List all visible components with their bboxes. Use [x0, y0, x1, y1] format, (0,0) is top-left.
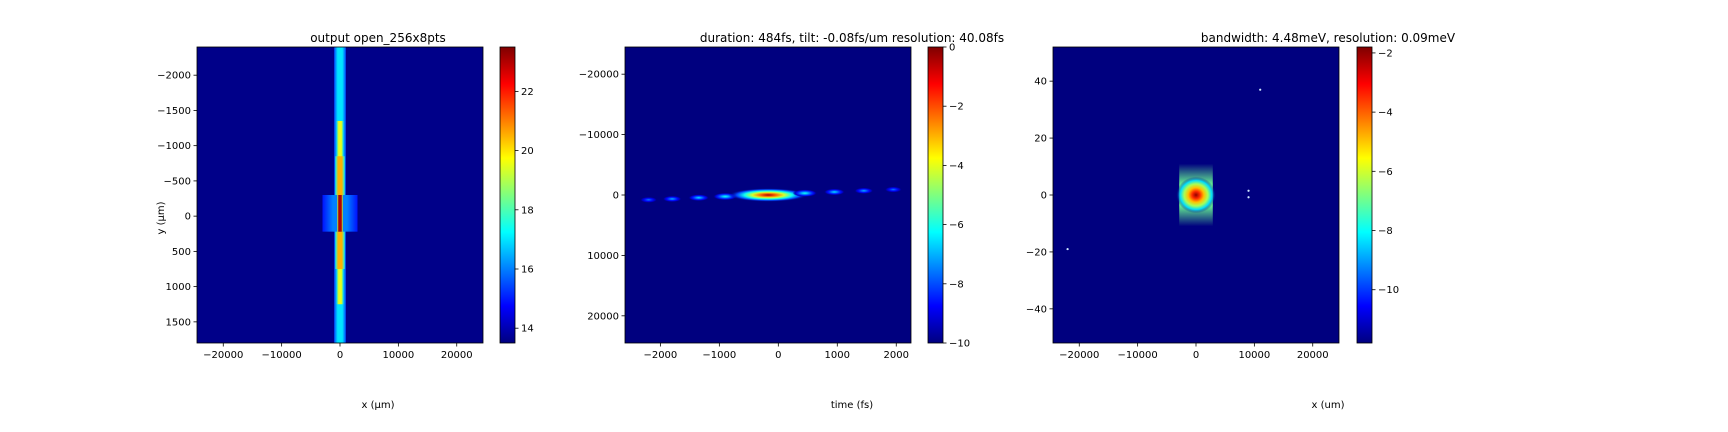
panel-duration-xtick-label: 1000 [825, 350, 850, 361]
panel-output-ytick-label: 1500 [166, 317, 191, 328]
panel-bandwidth-ytick-label: 0 [1041, 191, 1047, 202]
noise-speck [1247, 196, 1250, 199]
panel-duration-xtick-label: −1000 [702, 350, 736, 361]
panel-output-image [197, 47, 483, 343]
panel-duration-ytick-label: 10000 [587, 251, 619, 262]
panel-bandwidth-colorbar-tick-label: −8 [1378, 226, 1393, 237]
panel-bandwidth-colorbar-tick-label: −6 [1378, 167, 1393, 178]
panel-duration-ytick-label: −20000 [579, 70, 619, 81]
panel-bandwidth-image [1053, 47, 1339, 343]
panel-duration-xlabel: time (fs) [831, 400, 873, 411]
pulse-spot [728, 188, 808, 202]
panel-output-colorbar-tick-label: 14 [521, 324, 534, 335]
panel-output-ytick-label: 0 [185, 212, 191, 223]
panel-bandwidth-colorbar-tick-label: −2 [1378, 48, 1393, 59]
panel-duration-xtick-label: 0 [775, 350, 781, 361]
panel-bandwidth-colorbar [1356, 46, 1373, 344]
panel-output-colorbar-tick-label: 20 [521, 146, 534, 157]
panel-duration-image [625, 47, 911, 343]
pulse-spot [854, 187, 874, 194]
panel-bandwidth-title: bandwidth: 4.48meV, resolution: 0.09meV [1201, 31, 1456, 45]
pulse-spot [884, 186, 902, 193]
panel-output-colorbar-tick-label: 18 [521, 205, 534, 216]
panel-duration-colorbar-tick-label: −6 [949, 220, 964, 231]
panel-duration-colorbar-tick-label: −2 [949, 102, 964, 113]
panel-output-ylabel: y (µm) [156, 201, 167, 234]
panel-output-title: output open_256x8pts [310, 31, 446, 45]
panel-duration-title: duration: 484fs, tilt: -0.08fs/um resolu… [700, 31, 1004, 45]
panel-bandwidth-ytick-label: −20 [1026, 247, 1047, 258]
panel-duration-frame [624, 46, 912, 344]
panel-bandwidth-frame [1052, 46, 1340, 344]
panel-bandwidth-xtick-label: 10000 [1238, 350, 1270, 361]
panel-output-ytick-label: −500 [164, 176, 191, 187]
panel-duration-xtick-label: 2000 [884, 350, 909, 361]
panel-bandwidth-xlabel: x (um) [1312, 400, 1345, 411]
panel-bandwidth-xtick-label: −10000 [1118, 350, 1158, 361]
panel-bandwidth-ytick-label: 20 [1034, 134, 1047, 145]
panel-output-xtick-label: 0 [337, 350, 343, 361]
chart-marks: −20000 −10000 0 10000 20000−2000−1500−1000−5… [157, 43, 1399, 362]
panel-output-ytick-label: 1000 [166, 282, 191, 293]
panel-duration-ytick-label: 20000 [587, 311, 619, 322]
panel-duration-colorbar-tick-label: −10 [949, 339, 970, 350]
pulse-spot [640, 196, 658, 203]
heatmap-band [337, 195, 343, 232]
panel-output-frame [196, 46, 484, 344]
noise-speck [1247, 189, 1250, 192]
panel-bandwidth-ytick-label: 40 [1034, 77, 1047, 88]
panel-output-ytick-label: −1000 [157, 141, 191, 152]
panel-output-colorbar-tick-label: 16 [521, 265, 534, 276]
panel-duration-xtick-label: −2000 [643, 350, 677, 361]
panel-output-colorbar-tick-label: 22 [521, 87, 534, 98]
panel-bandwidth-colorbar-tick-label: −4 [1378, 108, 1393, 119]
panel-output-ytick-label: 500 [172, 247, 191, 258]
pulse-spot [792, 189, 818, 197]
panel-output-ytick-label: −1500 [157, 106, 191, 117]
panel-duration-colorbar [927, 46, 944, 344]
panel-duration-colorbar-tick-label: −8 [949, 279, 964, 290]
noise-speck [1259, 88, 1262, 91]
pulse-spot [688, 194, 710, 202]
noise-speck [1066, 247, 1069, 251]
panel-output-xtick-label: −10000 [262, 350, 302, 361]
panel-bandwidth-ytick-label: −40 [1026, 304, 1047, 315]
panel-output-ytick-label: −2000 [157, 71, 191, 82]
panel-output-xtick-label: 20000 [441, 350, 473, 361]
panel-output-xtick-label: 10000 [382, 350, 414, 361]
panel-duration-colorbar-tick-label: 0 [949, 43, 955, 54]
panel-output-xlabel: x (µm) [361, 400, 394, 411]
panel-duration-ytick-label: −10000 [579, 130, 619, 141]
panel-duration-ytick-label: 0 [613, 191, 619, 202]
pulse-spot [823, 188, 845, 196]
panel-output-xtick-label: −20000 [203, 350, 243, 361]
panel-output: output open_256x8pts x (µm) y (µm) [156, 31, 446, 411]
panel-duration-colorbar-tick-label: −4 [949, 161, 964, 172]
panel-bandwidth-xtick-label: −20000 [1059, 350, 1099, 361]
panel-bandwidth-xtick-label: 0 [1193, 350, 1199, 361]
pulse-spot [662, 195, 682, 203]
spectral-spot [1176, 176, 1216, 214]
panel-bandwidth-xtick-label: 20000 [1297, 350, 1329, 361]
panel-bandwidth-colorbar-tick-label: −10 [1378, 285, 1399, 296]
panel-output-colorbar [499, 46, 516, 344]
